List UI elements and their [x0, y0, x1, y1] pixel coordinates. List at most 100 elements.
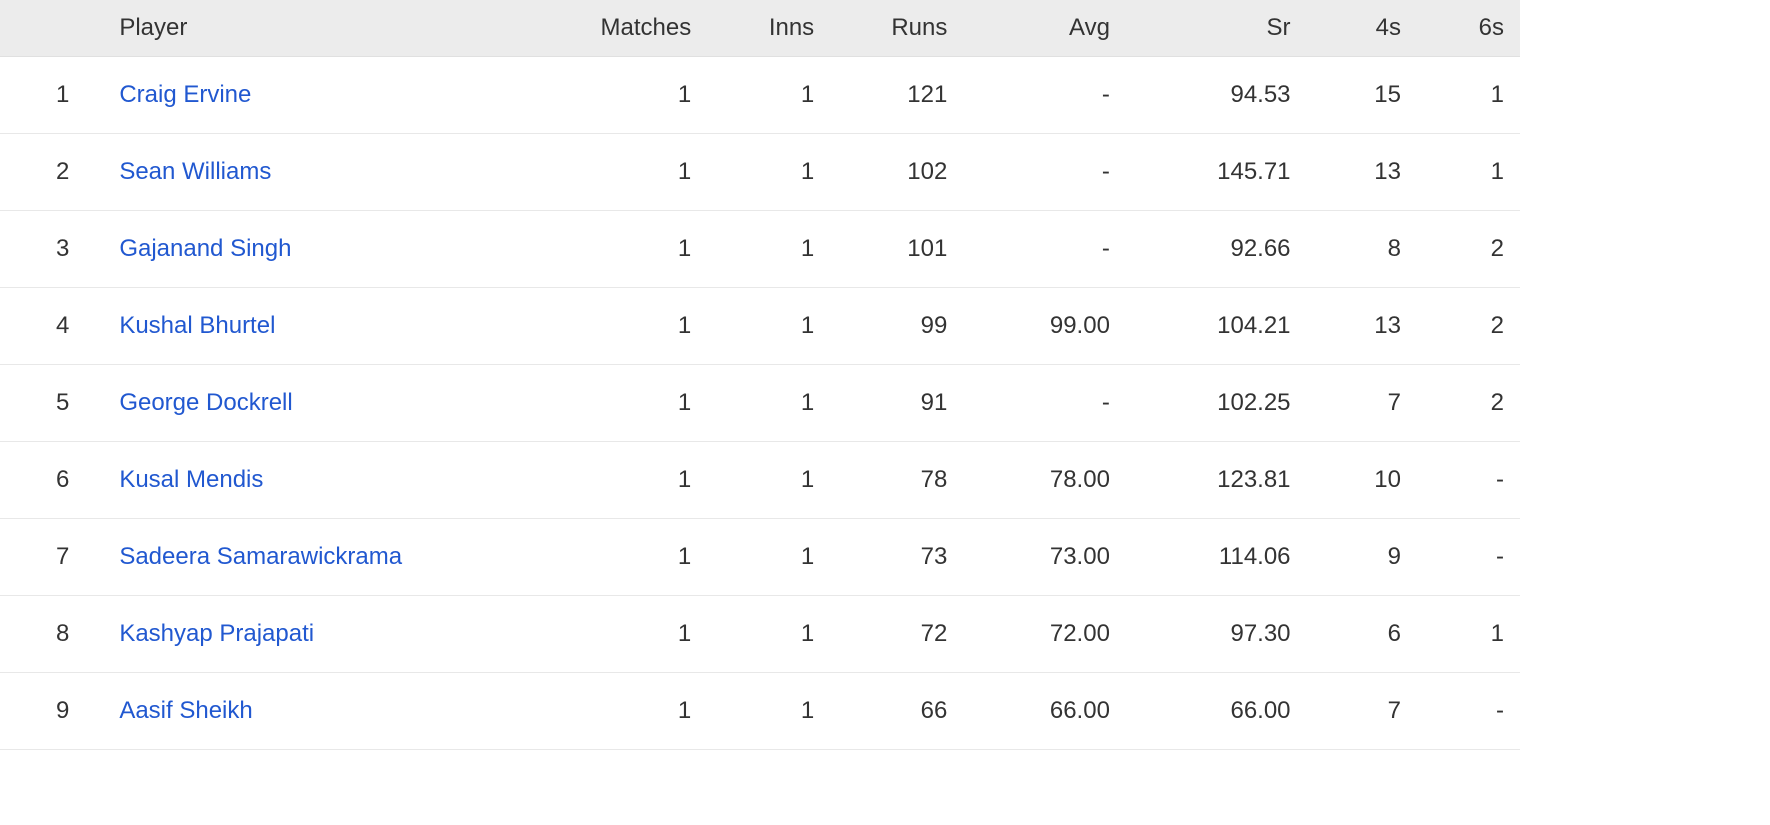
- cell-matches: 1: [557, 519, 707, 596]
- cell-avg: 99.00: [963, 288, 1126, 365]
- cell-runs: 72: [830, 596, 963, 673]
- col-inns: Inns: [707, 0, 830, 57]
- cell-matches: 1: [557, 365, 707, 442]
- table-row: 4Kushal Bhurtel119999.00104.21132: [0, 288, 1520, 365]
- player-link[interactable]: Sadeera Samarawickrama: [119, 543, 402, 570]
- player-link[interactable]: Sean Williams: [119, 158, 271, 185]
- cell-sixes: -: [1417, 442, 1520, 519]
- cell-fours: 10: [1307, 442, 1417, 519]
- cell-player: Sadeera Samarawickrama: [89, 519, 556, 596]
- cell-player: Sean Williams: [89, 134, 556, 211]
- cell-player: Kushal Bhurtel: [89, 288, 556, 365]
- cell-avg: -: [963, 57, 1126, 134]
- cell-sr: 145.71: [1126, 134, 1307, 211]
- cell-sr: 92.66: [1126, 211, 1307, 288]
- player-link[interactable]: George Dockrell: [119, 389, 292, 416]
- cell-player: Kusal Mendis: [89, 442, 556, 519]
- cell-runs: 78: [830, 442, 963, 519]
- cell-sixes: -: [1417, 673, 1520, 750]
- cell-fours: 8: [1307, 211, 1417, 288]
- table-row: 2Sean Williams11102-145.71131: [0, 134, 1520, 211]
- cell-runs: 99: [830, 288, 963, 365]
- cell-rank: 3: [0, 211, 89, 288]
- cell-player: Kashyap Prajapati: [89, 596, 556, 673]
- col-player: Player: [89, 0, 556, 57]
- cell-rank: 6: [0, 442, 89, 519]
- cell-fours: 7: [1307, 673, 1417, 750]
- cell-matches: 1: [557, 57, 707, 134]
- table-row: 7Sadeera Samarawickrama117373.00114.069-: [0, 519, 1520, 596]
- player-link[interactable]: Craig Ervine: [119, 81, 251, 108]
- player-link[interactable]: Aasif Sheikh: [119, 697, 252, 724]
- col-4s: 4s: [1307, 0, 1417, 57]
- table-row: 3Gajanand Singh11101-92.6682: [0, 211, 1520, 288]
- cell-rank: 5: [0, 365, 89, 442]
- cell-runs: 102: [830, 134, 963, 211]
- cell-player: Gajanand Singh: [89, 211, 556, 288]
- col-sr: Sr: [1126, 0, 1307, 57]
- player-link[interactable]: Kushal Bhurtel: [119, 312, 275, 339]
- cell-rank: 2: [0, 134, 89, 211]
- cell-avg: -: [963, 134, 1126, 211]
- cell-player: Craig Ervine: [89, 57, 556, 134]
- cell-avg: 73.00: [963, 519, 1126, 596]
- cell-player: Aasif Sheikh: [89, 673, 556, 750]
- cell-avg: 66.00: [963, 673, 1126, 750]
- cell-runs: 73: [830, 519, 963, 596]
- cell-rank: 7: [0, 519, 89, 596]
- cell-runs: 121: [830, 57, 963, 134]
- cell-matches: 1: [557, 596, 707, 673]
- cell-matches: 1: [557, 673, 707, 750]
- cell-runs: 66: [830, 673, 963, 750]
- player-link[interactable]: Kusal Mendis: [119, 466, 263, 493]
- cell-sixes: 1: [1417, 134, 1520, 211]
- stats-table: Player Matches Inns Runs Avg Sr 4s 6s 1C…: [0, 0, 1520, 750]
- cell-inns: 1: [707, 365, 830, 442]
- cell-matches: 1: [557, 134, 707, 211]
- cell-fours: 9: [1307, 519, 1417, 596]
- cell-inns: 1: [707, 442, 830, 519]
- table-row: 6Kusal Mendis117878.00123.8110-: [0, 442, 1520, 519]
- cell-sr: 104.21: [1126, 288, 1307, 365]
- cell-inns: 1: [707, 288, 830, 365]
- cell-sr: 102.25: [1126, 365, 1307, 442]
- cell-avg: 72.00: [963, 596, 1126, 673]
- cell-player: George Dockrell: [89, 365, 556, 442]
- cell-avg: -: [963, 211, 1126, 288]
- cell-runs: 101: [830, 211, 963, 288]
- col-matches: Matches: [557, 0, 707, 57]
- table-row: 9Aasif Sheikh116666.0066.007-: [0, 673, 1520, 750]
- stats-tbody: 1Craig Ervine11121-94.531512Sean William…: [0, 57, 1520, 750]
- col-rank: [0, 0, 89, 57]
- cell-fours: 7: [1307, 365, 1417, 442]
- cell-matches: 1: [557, 288, 707, 365]
- cell-sr: 114.06: [1126, 519, 1307, 596]
- cell-sr: 66.00: [1126, 673, 1307, 750]
- table-row: 5George Dockrell1191-102.2572: [0, 365, 1520, 442]
- cell-rank: 4: [0, 288, 89, 365]
- player-link[interactable]: Kashyap Prajapati: [119, 620, 314, 647]
- cell-rank: 1: [0, 57, 89, 134]
- cell-fours: 6: [1307, 596, 1417, 673]
- cell-inns: 1: [707, 134, 830, 211]
- cell-matches: 1: [557, 442, 707, 519]
- cell-sixes: 2: [1417, 211, 1520, 288]
- cell-avg: 78.00: [963, 442, 1126, 519]
- cell-sixes: 1: [1417, 57, 1520, 134]
- cell-avg: -: [963, 365, 1126, 442]
- col-6s: 6s: [1417, 0, 1520, 57]
- cell-sr: 123.81: [1126, 442, 1307, 519]
- cell-runs: 91: [830, 365, 963, 442]
- cell-fours: 13: [1307, 288, 1417, 365]
- player-link[interactable]: Gajanand Singh: [119, 235, 291, 262]
- cell-sixes: 2: [1417, 365, 1520, 442]
- cell-fours: 15: [1307, 57, 1417, 134]
- cell-sr: 94.53: [1126, 57, 1307, 134]
- table-row: 1Craig Ervine11121-94.53151: [0, 57, 1520, 134]
- cell-inns: 1: [707, 596, 830, 673]
- cell-rank: 8: [0, 596, 89, 673]
- cell-inns: 1: [707, 519, 830, 596]
- col-avg: Avg: [963, 0, 1126, 57]
- cell-inns: 1: [707, 211, 830, 288]
- cell-sixes: -: [1417, 519, 1520, 596]
